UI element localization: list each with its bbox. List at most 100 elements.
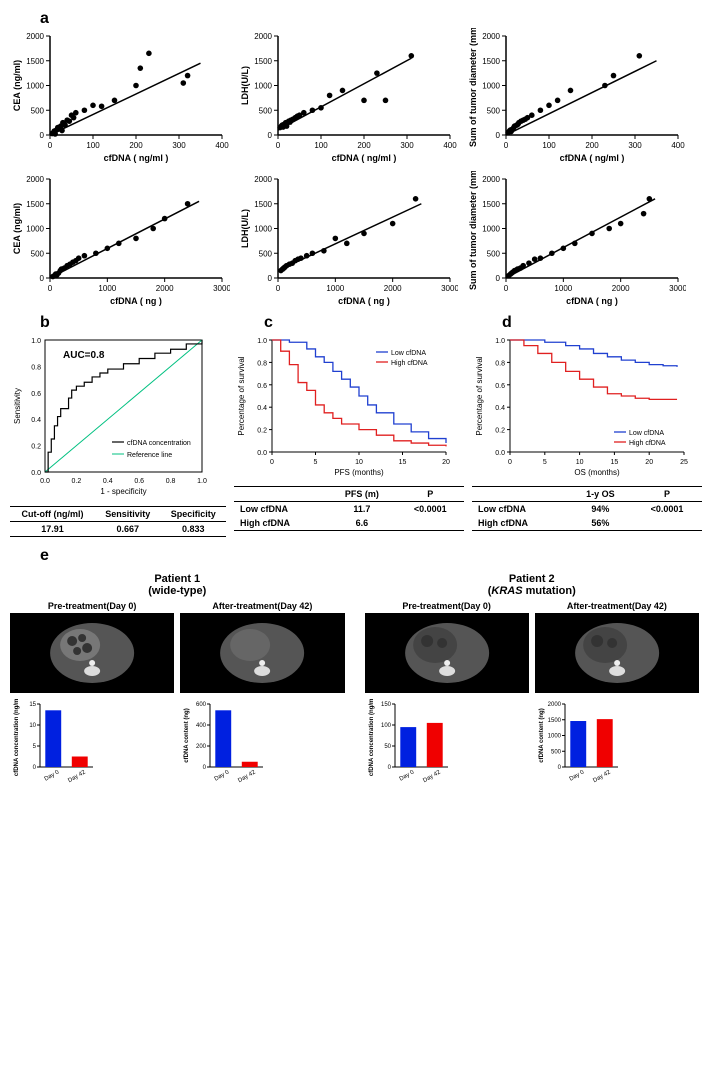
- svg-text:cfDNA ( ng ): cfDNA ( ng ): [338, 296, 390, 306]
- svg-text:1.0: 1.0: [495, 338, 505, 345]
- patient-2-name: Patient 2: [509, 573, 555, 585]
- svg-text:5: 5: [314, 459, 318, 466]
- svg-text:1000: 1000: [482, 225, 500, 234]
- panels-bcd: b 0.00.00.20.20.40.40.60.60.80.81.01.0AU…: [10, 314, 699, 537]
- svg-text:0: 0: [48, 141, 53, 150]
- svg-text:1000: 1000: [26, 82, 44, 91]
- svg-text:1000: 1000: [326, 284, 344, 293]
- svg-text:Percentage of survival: Percentage of survival: [237, 356, 246, 435]
- panel-d-label: d: [502, 314, 702, 332]
- roc-cutoff: 17.91: [10, 522, 95, 537]
- panel-c-label: c: [264, 314, 464, 332]
- svg-text:300: 300: [400, 141, 414, 150]
- svg-text:200: 200: [129, 141, 143, 150]
- svg-text:cfDNA ( ng/ml ): cfDNA ( ng/ml ): [560, 153, 625, 163]
- svg-text:Day 42: Day 42: [67, 769, 87, 784]
- svg-text:Day 0: Day 0: [398, 769, 415, 782]
- patient-2-sub: (KRAS mutation): [488, 585, 576, 597]
- svg-text:cfDNA concentration: cfDNA concentration: [127, 440, 191, 447]
- svg-text:1000: 1000: [98, 284, 116, 293]
- svg-text:500: 500: [259, 106, 273, 115]
- svg-text:0: 0: [496, 131, 501, 140]
- svg-text:1000: 1000: [254, 82, 272, 91]
- pfs-r1c2: [397, 516, 464, 531]
- svg-text:0.2: 0.2: [31, 444, 41, 451]
- svg-text:Sum of tumor diameter (mm): Sum of tumor diameter (mm): [468, 171, 478, 290]
- scatter-plot: 01002003004000500100015002000cfDNA ( ng/…: [10, 28, 230, 163]
- svg-text:400: 400: [215, 141, 229, 150]
- roc-th-sens: Sensitivity: [95, 507, 161, 522]
- svg-text:cfDNA content (ng): cfDNA content (ng): [184, 708, 190, 762]
- p1-pre-ct: [10, 613, 174, 693]
- svg-text:300: 300: [172, 141, 186, 150]
- os-r1c2: [632, 516, 702, 531]
- km-os-plot: 05101520250.00.20.40.60.81.0Low cfDNAHig…: [472, 332, 702, 482]
- roc-plot: 0.00.00.20.20.40.40.60.60.80.81.01.0AUC=…: [10, 332, 226, 502]
- p2-post-ct: [535, 613, 699, 693]
- scatter-plot: 01002003004000500100015002000cfDNA ( ng/…: [466, 28, 686, 163]
- svg-text:0.8: 0.8: [257, 360, 267, 367]
- bar-chart: 0500100015002000Day 0Day 42cfDNA content…: [535, 699, 699, 794]
- pfs-th1: PFS (m): [327, 487, 396, 502]
- svg-text:500: 500: [487, 249, 501, 258]
- p2-post-label: After-treatment(Day 42): [535, 601, 699, 611]
- os-r1c0: High cfDNA: [472, 516, 569, 531]
- svg-text:50: 50: [384, 744, 391, 750]
- roc-table: Cut-off (ng/ml) Sensitivity Specificity …: [10, 506, 226, 537]
- svg-text:15: 15: [399, 459, 407, 466]
- svg-text:1.0: 1.0: [257, 338, 267, 345]
- svg-text:0.0: 0.0: [31, 470, 41, 477]
- svg-text:Sum of tumor diameter (mm): Sum of tumor diameter (mm): [468, 28, 478, 147]
- scatter-row-2: 0 1000 2000 3000 0 500 1000 1500 2000 cfDNA ( ng …: [10, 171, 699, 306]
- svg-text:15: 15: [611, 459, 619, 466]
- svg-text:LDH(U/L): LDH(U/L): [240, 66, 250, 105]
- svg-text:1500: 1500: [26, 57, 44, 66]
- svg-text:0.0: 0.0: [495, 450, 505, 457]
- svg-text:1.0: 1.0: [197, 478, 207, 485]
- svg-text:10: 10: [29, 723, 36, 729]
- os-th0: [472, 487, 569, 502]
- svg-text:1500: 1500: [482, 200, 500, 209]
- pfs-table: PFS (m) P Low cfDNA11.7<0.0001 High cfDN…: [234, 486, 464, 531]
- svg-text:500: 500: [551, 749, 562, 755]
- svg-text:0.2: 0.2: [495, 428, 505, 435]
- svg-text:0: 0: [504, 284, 509, 293]
- svg-text:1.0: 1.0: [31, 338, 41, 345]
- svg-text:300: 300: [628, 141, 642, 150]
- svg-text:0.4: 0.4: [103, 478, 113, 485]
- panel-a-label: a: [40, 10, 699, 28]
- patient-2: Patient 2 (KRAS mutation) Pre-treatment(…: [365, 573, 700, 794]
- svg-text:200: 200: [585, 141, 599, 150]
- os-th2: P: [632, 487, 702, 502]
- svg-text:2000: 2000: [26, 175, 44, 184]
- svg-text:Day 42: Day 42: [422, 769, 442, 784]
- svg-text:1000: 1000: [547, 734, 561, 740]
- svg-text:3000: 3000: [441, 284, 458, 293]
- svg-text:0.0: 0.0: [257, 450, 267, 457]
- svg-text:2000: 2000: [384, 284, 402, 293]
- os-th1: 1-y OS: [569, 487, 632, 502]
- svg-text:0: 0: [40, 274, 45, 283]
- svg-text:400: 400: [671, 141, 685, 150]
- svg-text:1000: 1000: [482, 82, 500, 91]
- pfs-th0: [234, 487, 327, 502]
- svg-text:Low cfDNA: Low cfDNA: [629, 430, 664, 437]
- p1-bars: 051015Day 0Day 42cfDNA concentration (ng…: [10, 699, 345, 794]
- pfs-th2: P: [397, 487, 464, 502]
- svg-text:5: 5: [33, 744, 37, 750]
- svg-text:LDH(U/L): LDH(U/L): [240, 209, 250, 248]
- svg-text:0.6: 0.6: [134, 478, 144, 485]
- svg-text:0: 0: [504, 141, 509, 150]
- svg-text:2000: 2000: [26, 32, 44, 41]
- svg-text:1000: 1000: [26, 225, 44, 234]
- svg-text:0.6: 0.6: [257, 383, 267, 390]
- scatter-plot: 01000200030000500100015002000cfDNA ( ng …: [238, 171, 458, 306]
- svg-text:200: 200: [196, 744, 207, 750]
- svg-text:0: 0: [508, 459, 512, 466]
- patient-1-sub: (wide-type): [148, 585, 206, 597]
- scatter-plot: 01000200030000500100015002000cfDNA ( ng …: [10, 171, 230, 306]
- pfs-r0c2: <0.0001: [397, 502, 464, 517]
- patient-1-name: Patient 1: [154, 573, 200, 585]
- svg-text:1500: 1500: [254, 200, 272, 209]
- svg-text:1000: 1000: [554, 284, 572, 293]
